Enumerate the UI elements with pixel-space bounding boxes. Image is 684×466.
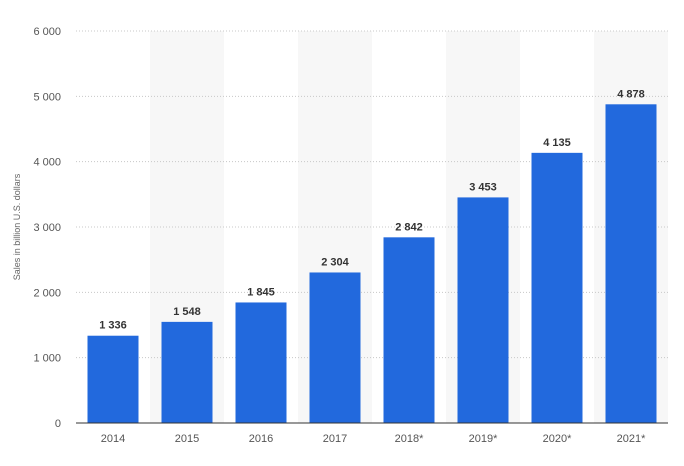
data-label: 1 548 [173, 306, 201, 318]
x-axis-ticks: 2014 2015 2016 2017 2018* 2019* 2020* 2021* [101, 433, 646, 445]
data-label: 2 304 [321, 256, 349, 268]
data-label: 4 878 [617, 88, 645, 100]
data-labels: 1 336 1 548 1 845 2 304 2 842 3 453 4 135 4 878 [99, 88, 645, 331]
y-tick-label: 1 000 [33, 353, 61, 365]
data-label: 4 135 [543, 137, 571, 149]
x-tick-label: 2015 [175, 433, 199, 445]
bar-2018* [383, 237, 435, 423]
x-tick-label: 2021* [617, 433, 646, 445]
y-tick-label: 0 [55, 418, 61, 430]
bar-2019* [457, 197, 509, 423]
y-tick-label: 6 000 [33, 26, 61, 38]
y-axis-ticks: 0 1 000 2 000 3 000 4 000 5 000 6 000 [33, 26, 61, 430]
data-label: 3 453 [469, 181, 497, 193]
bar-2014 [87, 335, 139, 423]
x-tick-label: 2017 [323, 433, 347, 445]
y-tick-label: 2 000 [33, 287, 61, 299]
bar-2016 [235, 302, 287, 423]
bar-2021* [605, 104, 657, 423]
data-label: 2 842 [395, 221, 423, 233]
y-tick-label: 5 000 [33, 91, 61, 103]
x-tick-label: 2014 [101, 433, 125, 445]
x-tick-label: 2019* [469, 433, 498, 445]
x-tick-label: 2016 [249, 433, 273, 445]
y-axis-label: Sales in billion U.S. dollars [12, 173, 22, 280]
bars [87, 104, 657, 423]
bar-2015 [161, 321, 213, 423]
x-tick-label: 2020* [543, 433, 572, 445]
bar-2020* [531, 152, 583, 423]
y-tick-label: 4 000 [33, 157, 61, 169]
x-tick-label: 2018* [395, 433, 424, 445]
data-label: 1 336 [99, 320, 127, 332]
bar-2017 [309, 272, 361, 423]
y-tick-label: 3 000 [33, 222, 61, 234]
data-label: 1 845 [247, 286, 275, 298]
